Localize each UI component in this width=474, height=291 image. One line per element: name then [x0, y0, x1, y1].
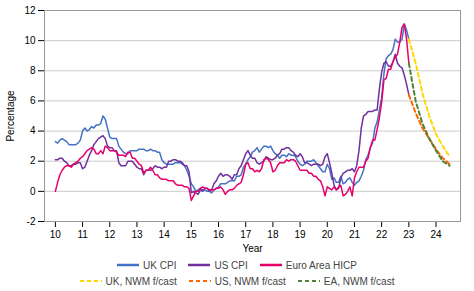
svg-text:18: 18: [267, 229, 279, 240]
html-text:US CPI: US CPI: [214, 259, 248, 271]
svg-text:17: 17: [240, 229, 252, 240]
svg-text:8: 8: [30, 65, 36, 76]
svg-text:19: 19: [295, 229, 307, 240]
svg-text:12: 12: [104, 229, 116, 240]
svg-text:Percentage: Percentage: [5, 90, 16, 142]
svg-text:12: 12: [24, 5, 36, 16]
svg-text:20: 20: [322, 229, 334, 240]
svg-text:Year: Year: [242, 243, 263, 254]
html-text:UK, NWM f/cast: UK, NWM f/cast: [105, 275, 177, 287]
svg-text:14: 14: [159, 229, 171, 240]
svg-text:10: 10: [24, 35, 36, 46]
html-text:EA, NWM f/cast: EA, NWM f/cast: [323, 275, 395, 287]
svg-text:23: 23: [403, 229, 415, 240]
svg-text:22: 22: [376, 229, 388, 240]
svg-text:16: 16: [213, 229, 225, 240]
svg-text:24: 24: [430, 229, 442, 240]
svg-text:13: 13: [131, 229, 143, 240]
svg-text:4: 4: [30, 125, 36, 136]
svg-text:10: 10: [50, 229, 62, 240]
svg-text:0: 0: [30, 186, 36, 197]
html-text:US, NWM f/cast: US, NWM f/cast: [214, 275, 286, 287]
svg-text:2: 2: [30, 155, 36, 166]
svg-text:11: 11: [77, 229, 88, 240]
svg-text:6: 6: [30, 95, 36, 106]
svg-text:-2: -2: [27, 216, 36, 227]
svg-text:21: 21: [349, 229, 361, 240]
svg-text:15: 15: [186, 229, 198, 240]
html-text:Euro Area HICP: Euro Area HICP: [285, 259, 357, 271]
html-text:UK CPI: UK CPI: [143, 259, 177, 271]
